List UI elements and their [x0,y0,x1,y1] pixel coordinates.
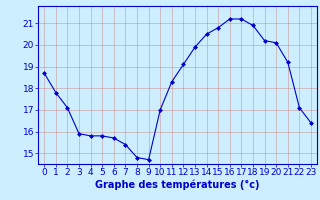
X-axis label: Graphe des températures (°c): Graphe des températures (°c) [95,180,260,190]
